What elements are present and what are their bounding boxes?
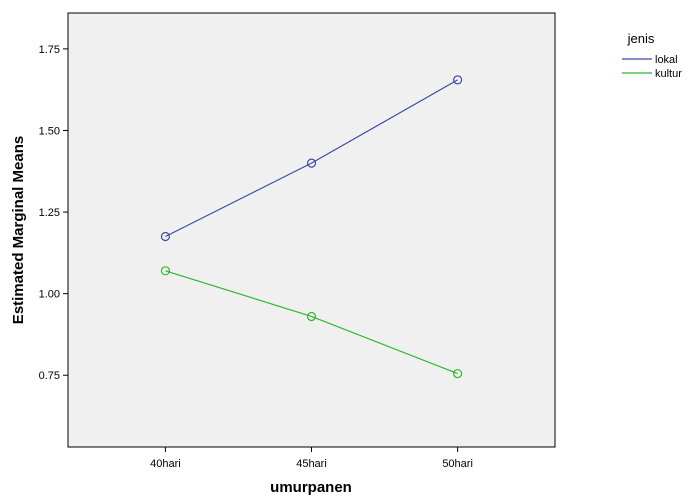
- y-axis-title: Estimated Marginal Means: [10, 136, 27, 324]
- x-axis-ticks: 40hari 45hari 50hari: [150, 447, 473, 470]
- y-tick-label: 0.75: [39, 370, 60, 382]
- legend: jenis lokal kultur: [622, 31, 682, 80]
- series-line-kultur: [165, 270, 458, 375]
- x-tick-label: 50hari: [442, 458, 473, 470]
- y-axis-ticks: 0.75 1.00 1.25 1.50 1.75: [39, 44, 68, 382]
- plot-area: [67, 12, 556, 448]
- data-point-lokal: [306, 158, 317, 168]
- legend-label-kultur: kultur: [655, 68, 682, 80]
- x-axis-title: umurpanen: [270, 479, 352, 496]
- legend-title: jenis: [627, 31, 655, 46]
- data-point-kultur: [453, 368, 463, 379]
- data-point-kultur: [306, 311, 317, 322]
- data-point-lokal: [160, 231, 171, 242]
- y-tick-label: 1.25: [39, 207, 60, 219]
- series-line-lokal: [165, 79, 458, 238]
- x-tick-label: 40hari: [150, 458, 181, 470]
- data-point-kultur: [160, 266, 171, 276]
- y-tick-label: 1.75: [39, 44, 60, 56]
- series-layer: [160, 75, 463, 379]
- y-tick-label: 1.50: [39, 125, 60, 137]
- y-tick-label: 1.00: [39, 289, 60, 301]
- legend-label-lokal: lokal: [655, 54, 678, 66]
- data-point-lokal: [453, 75, 463, 85]
- x-tick-label: 45hari: [296, 458, 327, 470]
